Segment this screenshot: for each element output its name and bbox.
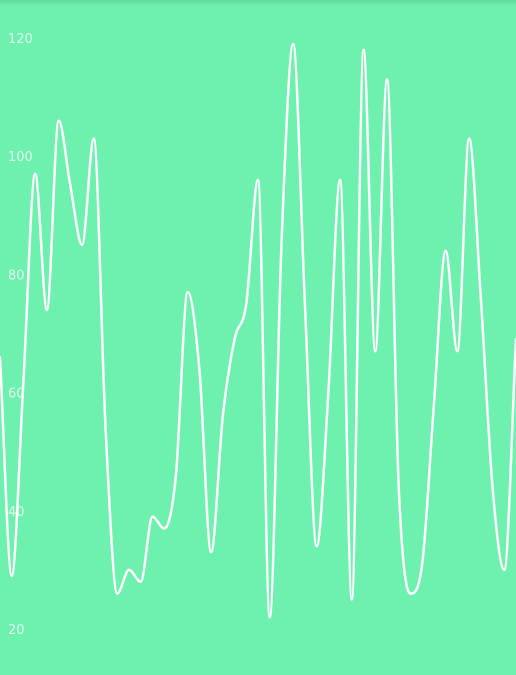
- top-shadow: [0, 0, 516, 6]
- y-tick-label: 120: [8, 32, 33, 47]
- y-tick-label: 100: [8, 150, 33, 165]
- series-line: [0, 42, 516, 619]
- y-tick-label: 80: [8, 268, 25, 283]
- y-tick-label: 60: [8, 387, 25, 402]
- y-tick-label: 20: [8, 623, 25, 638]
